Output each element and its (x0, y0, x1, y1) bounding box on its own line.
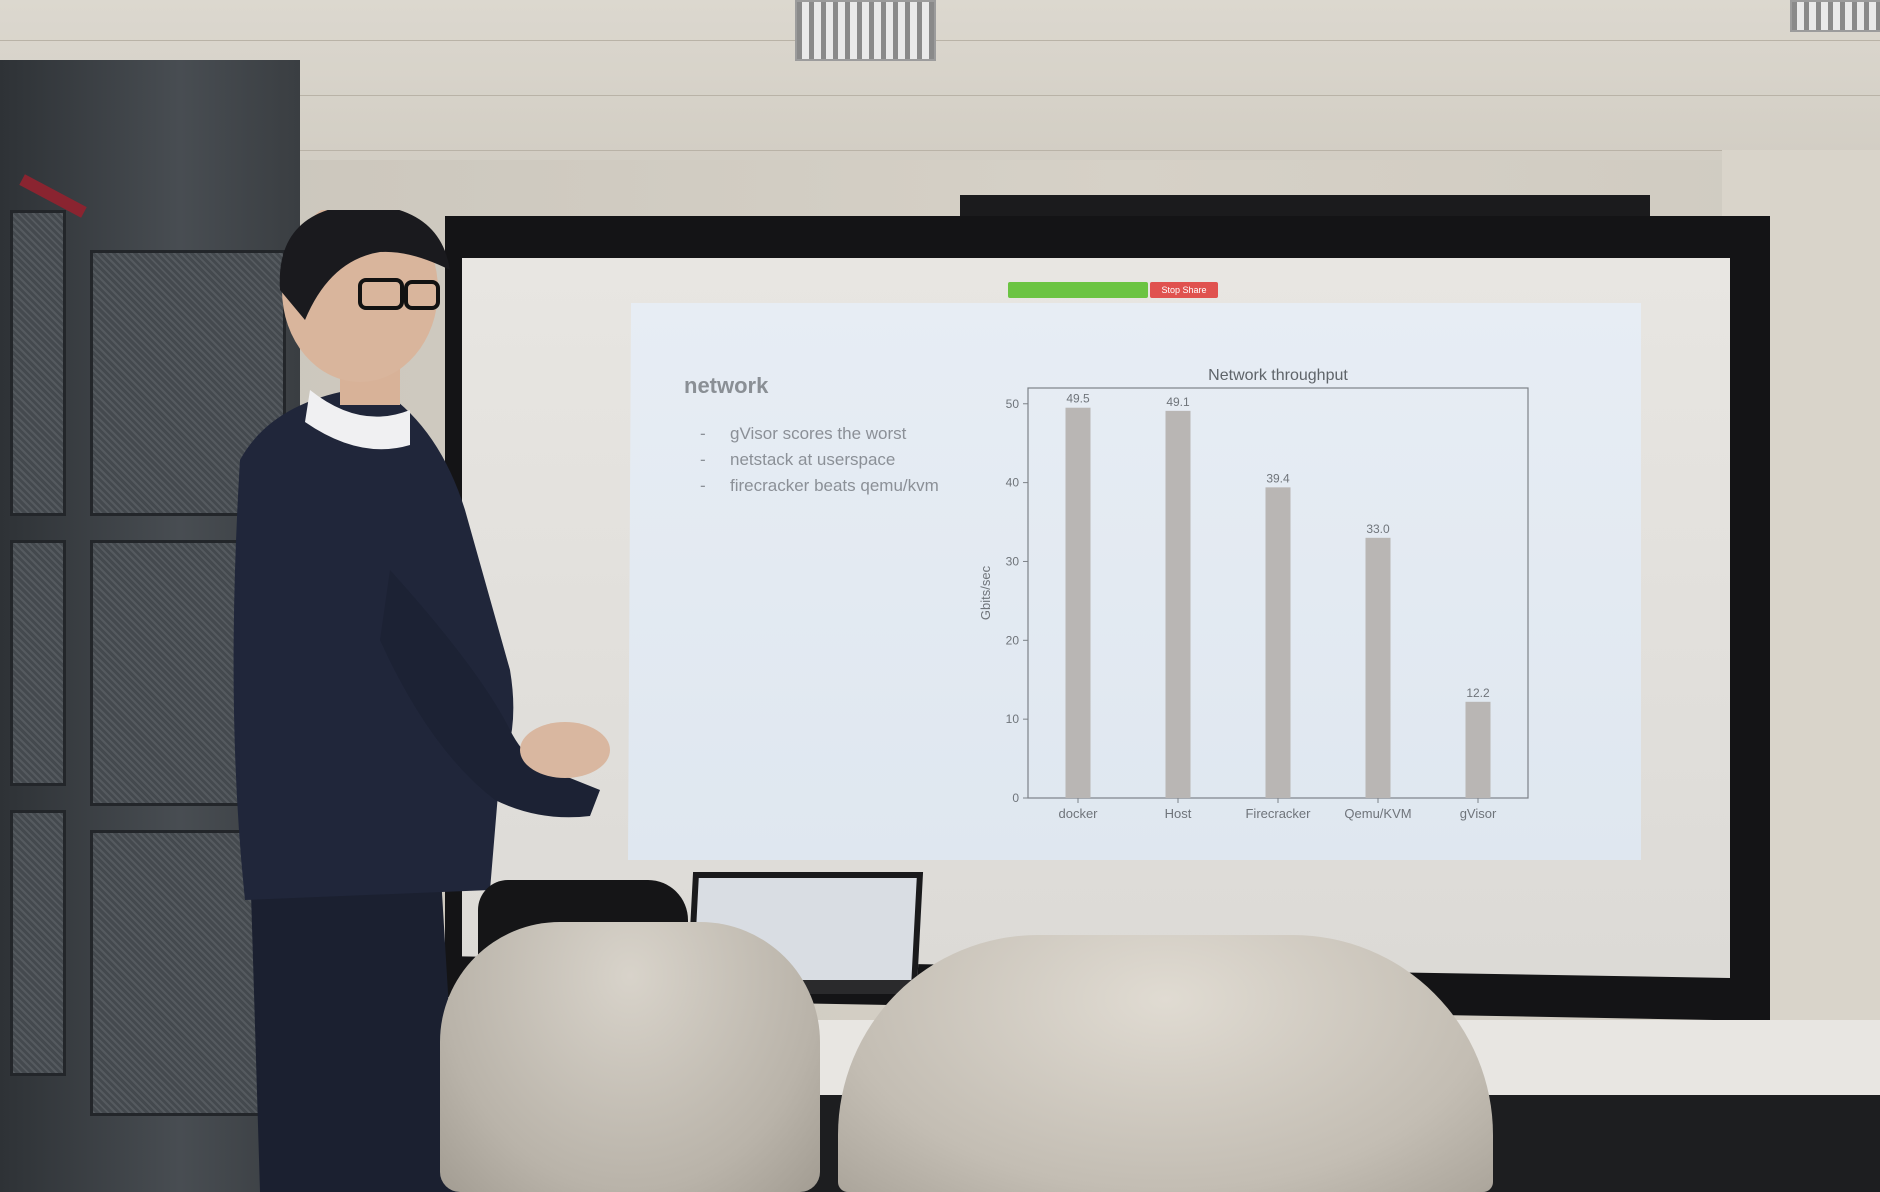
presenter (233, 210, 610, 1192)
y-tick-label: 10 (1006, 712, 1020, 726)
bullet-item: - netstack at userspace (700, 450, 896, 469)
bar (1465, 701, 1491, 798)
bar-value-label: 12.2 (1466, 686, 1490, 700)
bar (1165, 410, 1191, 798)
y-tick-label: 50 (1006, 397, 1020, 411)
share-status-bar[interactable] (1008, 282, 1148, 298)
ceiling-vent-right (1790, 0, 1880, 32)
chair-left (440, 922, 820, 1192)
y-tick-label: 40 (1006, 476, 1020, 490)
chart-title: Network throughput (1208, 367, 1348, 384)
bullet-item: - gVisor scores the worst (700, 424, 907, 443)
y-axis-label: Gbits/sec (978, 565, 993, 620)
y-tick-label: 0 (1012, 791, 1019, 805)
x-tick-label: gVisor (1460, 806, 1497, 821)
chair-right (838, 935, 1493, 1192)
throughput-chart: Network throughput 0 10 20 30 40 50 Gbits/sec 49… (968, 358, 1588, 858)
bar (1265, 487, 1291, 798)
bar-value-label: 33.0 (1366, 522, 1390, 536)
presentation-slide: network - gVisor scores the worst - netsta… (628, 303, 1641, 860)
x-tick-label: Qemu/KVM (1344, 806, 1411, 821)
bar (1065, 407, 1091, 798)
chart-svg: Network throughput 0 10 20 30 40 50 Gbits/sec 49… (978, 367, 1529, 821)
x-tick-label: docker (1058, 806, 1098, 821)
bullet-item: - firecracker beats qemu/kvm (700, 476, 939, 495)
bar-value-label: 49.5 (1066, 392, 1090, 406)
y-tick-label: 20 (1006, 633, 1020, 647)
bar-value-label: 49.1 (1166, 395, 1190, 409)
x-tick-label: Host (1165, 806, 1192, 821)
y-tick-label: 30 (1006, 554, 1020, 568)
slide-title: network (684, 373, 769, 398)
bar-value-label: 39.4 (1266, 471, 1290, 485)
x-tick-label: Firecracker (1245, 806, 1311, 821)
slide-bullets: - gVisor scores the worst - netstack at us… (700, 421, 939, 499)
stop-share-button[interactable]: Stop Share (1150, 282, 1218, 298)
bar (1365, 537, 1391, 798)
ceiling-vent (795, 0, 936, 61)
